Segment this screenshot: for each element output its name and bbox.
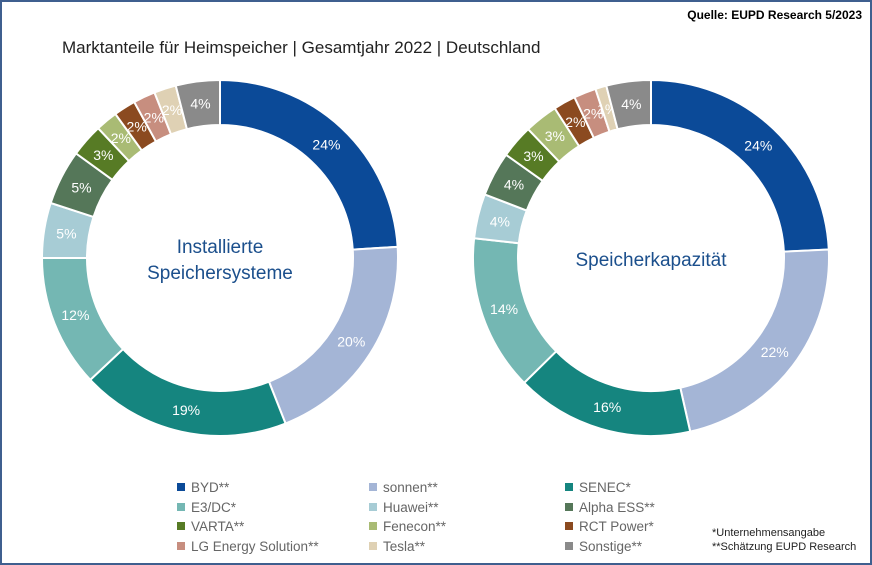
legend-label: Huawei** <box>383 499 439 515</box>
donut-center-title: Speichersysteme <box>147 263 293 284</box>
legend-swatch <box>369 541 377 550</box>
legend-swatch <box>177 483 185 491</box>
donut-center-title: Speicherkapazität <box>575 250 727 271</box>
legend-label: Tesla** <box>383 538 426 554</box>
legend-item-huawei: Huawei** <box>369 500 439 515</box>
data-label-varta: 3% <box>93 147 113 163</box>
legend-label: VARTA** <box>191 519 245 534</box>
data-label-tesla: 2% <box>162 102 182 118</box>
slice-byd <box>650 78 830 253</box>
slice-sonstige <box>605 78 652 131</box>
legend-item-fenecon: Fenecon** <box>369 519 446 534</box>
data-label-byd: 24% <box>312 137 340 153</box>
data-label-fenecon: 3% <box>545 128 565 144</box>
slice-byd <box>219 78 399 251</box>
chart-title: Marktanteile für Heimspeicher | Gesamtja… <box>62 38 541 57</box>
legend-label: LG Energy Solution** <box>191 538 319 554</box>
data-label-sonstige: 4% <box>190 96 210 112</box>
legend-swatch <box>565 541 573 550</box>
data-label-senec: 16% <box>593 399 621 415</box>
legend-item-senec: SENEC* <box>565 480 631 495</box>
data-label-sonstige: 4% <box>621 96 641 112</box>
data-label-e3-dc: 12% <box>61 307 89 323</box>
slice-sonstige <box>174 78 221 131</box>
legend-swatch <box>369 502 377 511</box>
legend-swatch <box>177 502 185 511</box>
legend-swatch <box>565 483 573 491</box>
legend-item-alpha-ess: Alpha ESS** <box>565 500 655 515</box>
footnote-unternehmensangabe: *Unternehmensangabe <box>712 527 826 539</box>
legend-swatch <box>565 522 573 530</box>
data-label-sonnen: 20% <box>337 333 365 349</box>
data-label-alpha-ess: 5% <box>71 179 91 195</box>
data-label-alpha-ess: 4% <box>504 177 524 193</box>
footnote-schaetzung: **Schätzung EUPD Research <box>712 541 857 553</box>
donut-center-title: Installierte <box>177 237 264 258</box>
data-label-rct-power: 2% <box>565 114 585 130</box>
source-note: Quelle: EUPD Research 5/2023 <box>687 8 862 22</box>
slice-senec <box>522 349 692 437</box>
legend-item-lg-energy-solution: LG Energy Solution** <box>177 539 319 554</box>
legend-item-rct-power: RCT Power* <box>565 519 654 534</box>
legend-label: RCT Power* <box>579 519 654 534</box>
legend-item-e3-dc: E3/DC* <box>177 500 236 515</box>
legend-label: sonnen** <box>383 480 438 495</box>
data-label-senec: 19% <box>172 402 200 418</box>
data-label-lg-energy-solution: 2% <box>144 109 164 125</box>
data-label-varta: 3% <box>523 148 543 164</box>
legend-label: Fenecon** <box>383 519 447 534</box>
legend-swatch <box>177 541 185 550</box>
legend-item-sonstige: Sonstige** <box>565 539 642 554</box>
donut-charts: 24%20%19%12%5%5%3%2%2%2%2% 4%Installierte… <box>40 78 830 437</box>
legend-label: BYD** <box>191 480 230 495</box>
legend-item-byd: BYD** <box>177 480 229 495</box>
legend-item-varta: VARTA** <box>177 519 244 534</box>
legend-item-tesla: Tesla** <box>369 539 425 554</box>
footnotes: *Unternehmensangabe **Schätzung EUPD Res… <box>712 526 856 554</box>
legend-swatch <box>369 483 377 491</box>
data-label-rct-power: 2% <box>127 119 147 135</box>
data-label-huawei: 5% <box>56 226 76 242</box>
data-label-byd: 24% <box>744 137 772 153</box>
data-label-huawei: 4% <box>490 213 510 229</box>
data-label-fenecon: 2% <box>111 130 131 146</box>
data-label-e3-dc: 14% <box>490 301 518 317</box>
donut-speicherkapazitaet: 24%22%16%14%4%4%3%3%2%2%1% 4%Speicherkapa… <box>472 78 830 437</box>
legend-label: SENEC* <box>579 480 631 495</box>
slice-sonnen <box>679 248 830 433</box>
legend-label: Sonstige** <box>579 538 643 554</box>
legend-swatch <box>565 502 573 511</box>
data-label-sonnen: 22% <box>761 344 789 360</box>
data-label-lg-energy-solution: 2% <box>583 106 603 122</box>
legend-item-sonnen: sonnen** <box>369 480 438 495</box>
legend-swatch <box>177 522 185 530</box>
legend-label: E3/DC* <box>191 499 237 515</box>
legend-swatch <box>369 522 377 530</box>
legend-label: Alpha ESS** <box>579 499 655 515</box>
slice-senec <box>88 347 287 437</box>
donut-installierte-speichersysteme: 24%20%19%12%5%5%3%2%2%2%2% 4%Installierte… <box>40 78 399 437</box>
